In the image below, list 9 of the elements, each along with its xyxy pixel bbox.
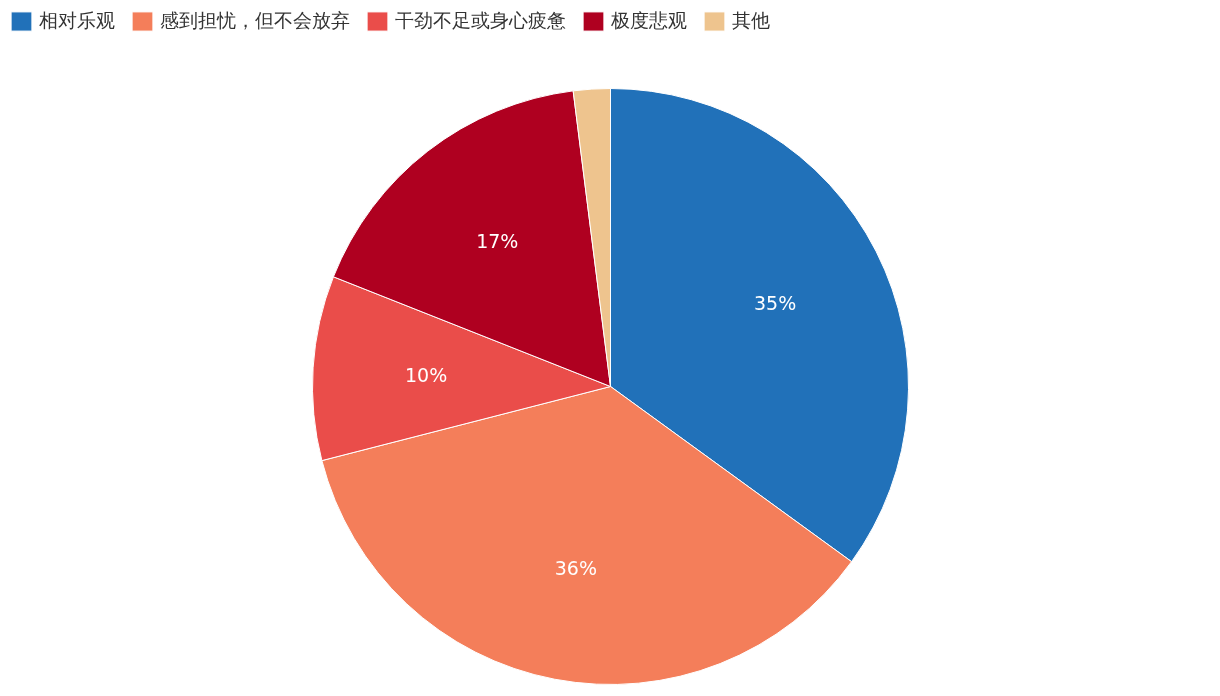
data-label: 35% bbox=[754, 291, 797, 314]
data-label: 36% bbox=[554, 556, 597, 579]
legend-label: 其他 bbox=[732, 8, 770, 33]
data-label: 10% bbox=[404, 363, 448, 386]
legend-label: 感到担忧，但不会放弃 bbox=[160, 8, 350, 33]
legend-label: 相对乐观 bbox=[39, 8, 115, 33]
legend-label: 干劲不足或身心疲惫 bbox=[395, 8, 566, 33]
data-label: 17% bbox=[476, 229, 519, 252]
legend-label: 极度悲观 bbox=[611, 8, 687, 33]
